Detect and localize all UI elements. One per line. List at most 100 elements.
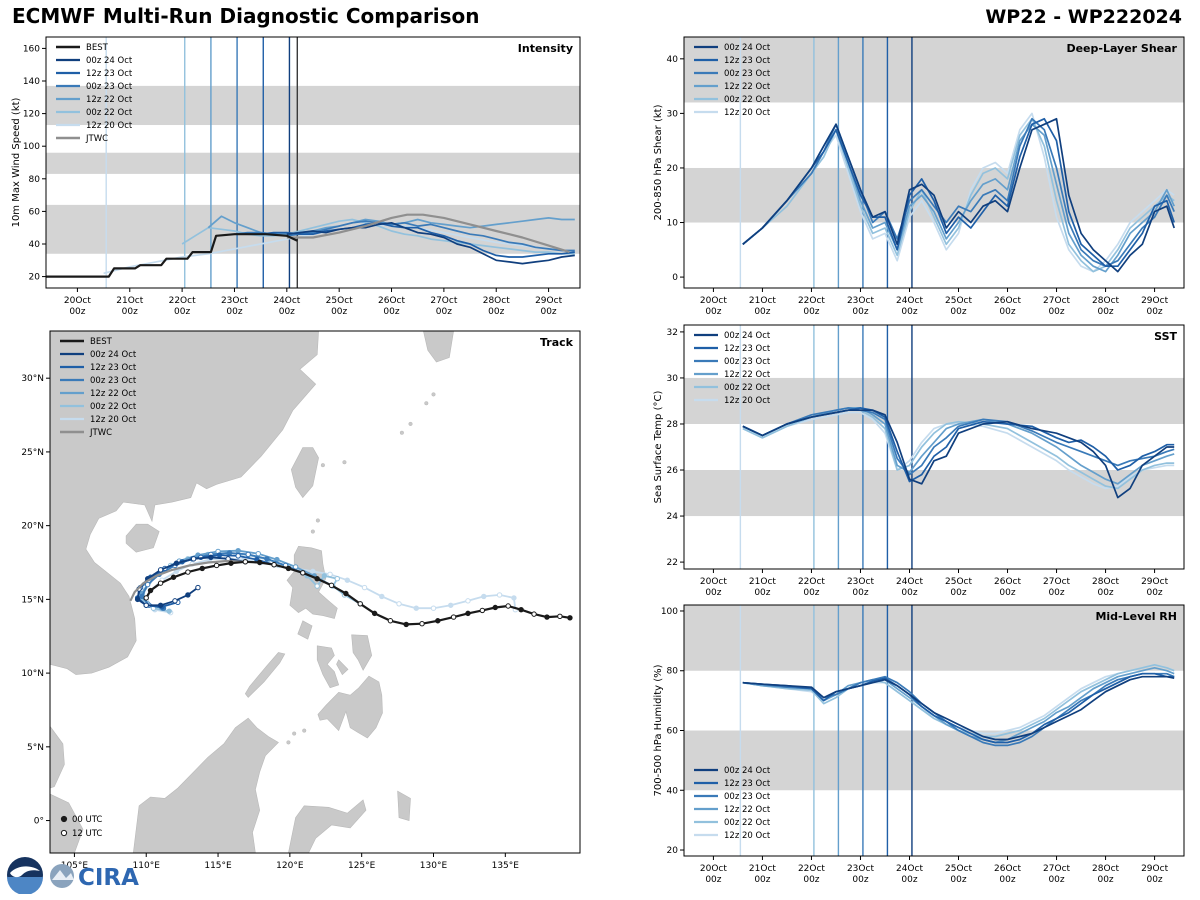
- small-island: [320, 463, 325, 468]
- x-tick-label: 00z: [950, 307, 966, 317]
- lon-tick-label: 120°E: [276, 861, 304, 871]
- legend-label: 00z 23 Oct: [724, 357, 771, 367]
- legend-label: 12z 23 Oct: [724, 344, 771, 354]
- y-tick-label: 0: [672, 273, 678, 283]
- fix-00utc: [285, 565, 292, 572]
- lat-tick-label: 5°N: [27, 743, 44, 753]
- legend-label: 12z 22 Oct: [724, 805, 771, 815]
- x-tick-label: 00z: [279, 307, 295, 317]
- x-tick-label: 00z: [540, 307, 556, 317]
- y-tick-label: 20: [667, 846, 679, 856]
- y-tick-label: 120: [23, 110, 40, 120]
- x-tick-label: 24Oct: [896, 296, 923, 306]
- legend-label: 00z 24 Oct: [724, 331, 771, 341]
- x-tick-label: 00z: [436, 307, 452, 317]
- x-tick-label: 00z: [754, 588, 770, 598]
- landmass: [316, 645, 340, 689]
- cira-wordmark: CIRA: [78, 865, 139, 891]
- x-tick-label: 22Oct: [798, 864, 825, 874]
- open-marker-key: [60, 829, 68, 837]
- legend-label: 00z 24 Oct: [90, 350, 137, 360]
- category-band: [684, 37, 1184, 103]
- x-tick-label: 00z: [901, 875, 917, 885]
- legend-label: 12z 23 Oct: [86, 69, 133, 79]
- fix-12utc: [242, 559, 249, 565]
- lon-tick-label: 125°E: [348, 861, 376, 871]
- cira-logo: CIRA: [50, 864, 139, 891]
- x-tick-label: 00z: [950, 875, 966, 885]
- series-line: [286, 221, 575, 265]
- panel-title: Deep-Layer Shear: [1066, 42, 1177, 55]
- lon-tick-label: 130°E: [420, 861, 448, 871]
- category-band: [684, 605, 1184, 671]
- x-tick-label: 00z: [383, 307, 399, 317]
- x-tick-label: 20Oct: [700, 864, 727, 874]
- series-line: [742, 117, 1176, 273]
- fix-00utc: [314, 576, 320, 582]
- legend-label: 12z 20 Oct: [724, 108, 771, 118]
- x-tick-label: 20Oct: [700, 577, 727, 587]
- fix-00utc: [147, 587, 154, 594]
- x-tick-label: 00z: [1048, 588, 1064, 598]
- fix-00utc: [413, 605, 419, 611]
- fix-00utc: [208, 554, 214, 561]
- legend-label: 12z 20 Oct: [86, 121, 133, 131]
- fix-00utc: [371, 610, 378, 617]
- fix-12utc: [143, 595, 149, 601]
- series-line: [742, 672, 1175, 747]
- fix-12utc: [255, 550, 261, 557]
- x-tick-label: 27Oct: [1043, 296, 1070, 306]
- legend-label: 00z 23 Oct: [90, 376, 137, 386]
- legend-label: 00z 22 Oct: [90, 402, 137, 412]
- landmass: [50, 725, 65, 789]
- legend-label: 00z 24 Oct: [724, 43, 771, 53]
- category-band: [684, 470, 1184, 517]
- category-band: [46, 85, 580, 126]
- x-tick-label: 24Oct: [896, 577, 923, 587]
- y-axis-title: 700-500 hPa Humidity (%): [653, 664, 664, 796]
- lat-tick-label: 25°N: [21, 448, 44, 458]
- fix-00utc: [518, 606, 524, 613]
- fix-12utc: [172, 598, 178, 604]
- fix-12utc: [190, 556, 197, 562]
- x-tick-label: 00z: [852, 875, 868, 885]
- x-tick-label: 20Oct: [700, 296, 727, 306]
- y-tick-label: 60: [29, 207, 41, 217]
- series-line: [742, 407, 1175, 476]
- fix-00utc: [379, 593, 385, 600]
- x-tick-label: 00z: [803, 307, 819, 317]
- x-tick-label: 28Oct: [1092, 296, 1119, 306]
- small-island: [310, 529, 315, 534]
- legend-label: 12z 22 Oct: [86, 95, 133, 105]
- legend-label: 12z 20 Oct: [724, 831, 771, 841]
- series-line: [742, 112, 1175, 273]
- landmass: [50, 331, 319, 675]
- fix-00utc: [448, 602, 454, 608]
- lat-tick-label: 20°N: [21, 522, 44, 532]
- series-line: [742, 409, 1175, 499]
- legend-label: 12z 22 Oct: [724, 82, 771, 92]
- fix-00utc: [228, 560, 234, 566]
- fix-12utc: [357, 601, 363, 607]
- fix-00utc: [511, 595, 517, 601]
- lat-tick-label: 0°: [34, 817, 44, 827]
- x-tick-label: 00z: [488, 307, 504, 317]
- fix-12utc: [213, 562, 220, 569]
- y-axis-title: 200-850 hPa Shear (kt): [653, 104, 664, 220]
- panel-title: Track: [540, 336, 574, 349]
- small-island: [292, 731, 297, 736]
- landmass: [288, 799, 367, 853]
- y-tick-label: 30: [667, 109, 679, 119]
- legend-label: 00z 22 Oct: [724, 95, 771, 105]
- fix-00utc: [544, 614, 550, 620]
- y-tick-label: 22: [667, 558, 678, 568]
- fix-12utc: [143, 602, 149, 608]
- x-tick-label: 21Oct: [749, 577, 776, 587]
- plot-border: [45, 36, 581, 289]
- x-tick-label: 00z: [705, 307, 721, 317]
- legend-label: 00z 24 Oct: [86, 56, 133, 66]
- panel-title: SST: [1154, 330, 1177, 343]
- legend-label: BEST: [86, 43, 109, 53]
- track-map: 105°E 110°E 115°E 120°E 125°E 130°E 135°E 0° 5°N…: [21, 330, 581, 871]
